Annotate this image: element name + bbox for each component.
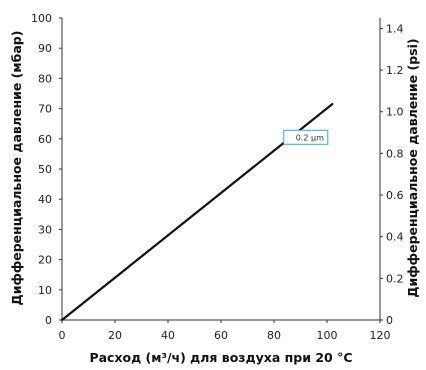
annotation-box — [283, 129, 329, 145]
y-ticks: 0 10 20 30 40 50 60 70 80 90 100 — [31, 12, 62, 327]
y2-tick-label: 1.2 — [386, 64, 404, 77]
x-axis-title: Расход (м³/ч) для воздуха при 20 °C — [89, 350, 352, 365]
y2-tick-label: 0.4 — [386, 231, 404, 244]
x-tick-label: 0 — [59, 329, 66, 342]
y2-tick-label: 0.6 — [386, 189, 404, 202]
annotations: 0.2 µm — [283, 129, 329, 145]
y-tick-label: 40 — [38, 193, 52, 206]
y-tick-label: 20 — [38, 254, 52, 267]
x-tick-label: 20 — [108, 329, 122, 342]
x-tick-label: 40 — [161, 329, 175, 342]
y2-tick-label: 1.0 — [386, 106, 404, 119]
y2-axis-title: Дифференциальное давление (psi) — [405, 38, 420, 297]
x-tick-label: 60 — [214, 329, 228, 342]
x-tick-label: 80 — [267, 329, 281, 342]
y-tick-label: 60 — [38, 133, 52, 146]
x-ticks: 0 20 40 60 80 100 120 — [59, 320, 391, 342]
x-tick-label: 120 — [370, 329, 391, 342]
axes — [61, 18, 381, 321]
y-tick-label: 0 — [45, 314, 52, 327]
y-tick-label: 90 — [38, 42, 52, 55]
y-tick-label: 30 — [38, 223, 52, 236]
y2-tick-label: 0.8 — [386, 147, 404, 160]
y-tick-label: 70 — [38, 103, 52, 116]
annotation-label: 0.2 µm — [296, 133, 324, 142]
y-tick-label: 10 — [38, 284, 52, 297]
y-tick-label: 50 — [38, 163, 52, 176]
y2-ticks: 0 0.2 0.4 0.6 0.8 1.0 1.2 1.4 — [380, 22, 404, 327]
y-tick-label: 80 — [38, 72, 52, 85]
y2-tick-label: 0 — [386, 314, 393, 327]
y-tick-label: 100 — [31, 12, 52, 25]
y2-tick-label: 0.2 — [386, 272, 404, 285]
y-axis-title: Дифференциальное давление (мбар) — [9, 31, 24, 306]
y2-tick-label: 1.4 — [386, 22, 404, 35]
x-tick-label: 100 — [317, 329, 338, 342]
